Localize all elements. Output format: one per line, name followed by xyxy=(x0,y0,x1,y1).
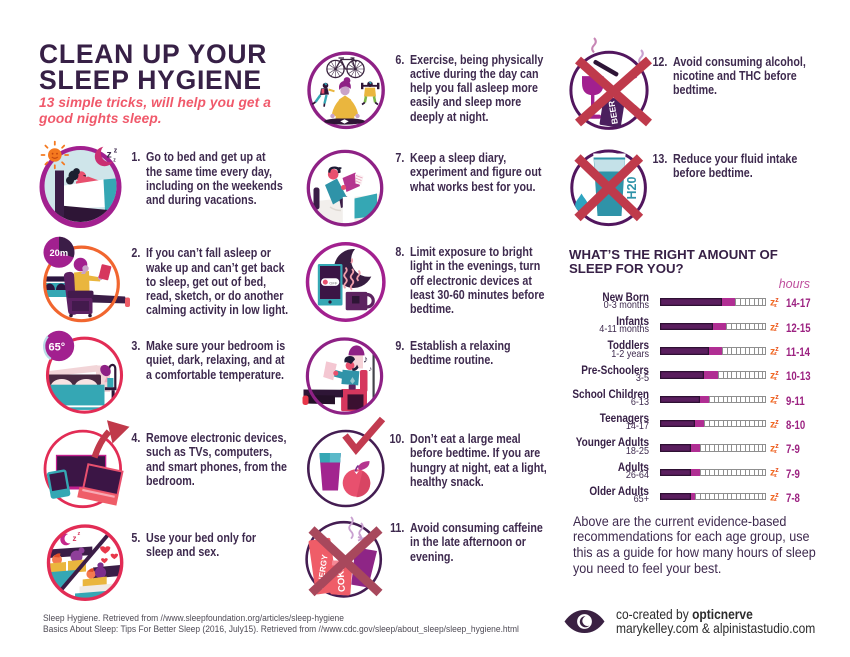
svg-text:z: z xyxy=(113,158,116,164)
svg-text:♪: ♪ xyxy=(369,366,373,373)
svg-text:20m: 20m xyxy=(50,248,69,258)
svg-text:z: z xyxy=(78,531,81,537)
svg-text:z: z xyxy=(114,148,118,155)
svg-text:z: z xyxy=(73,534,77,543)
svg-text:♪: ♪ xyxy=(363,355,368,366)
svg-text:H20: H20 xyxy=(625,177,639,200)
svg-text:BEER: BEER xyxy=(606,100,620,125)
svg-text:z: z xyxy=(107,149,112,161)
svg-text:65°: 65° xyxy=(49,342,66,354)
svg-text:OFF: OFF xyxy=(329,280,338,285)
